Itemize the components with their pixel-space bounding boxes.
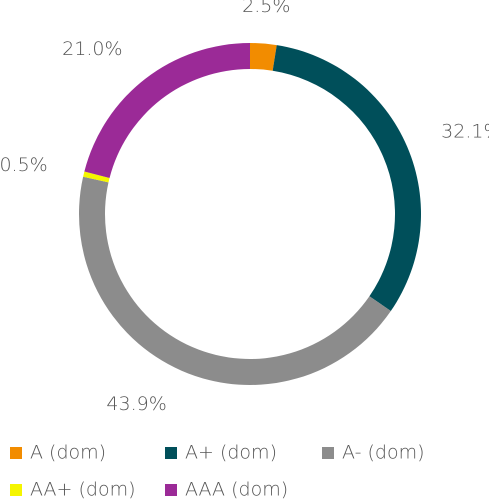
legend-label: A (dom) (30, 442, 106, 464)
legend-swatch (165, 484, 177, 496)
legend-label: AAA (dom) (185, 479, 288, 501)
legend-label: AA+ (dom) (30, 479, 136, 501)
data-label: 32.1% (441, 120, 489, 142)
legend-label: A+ (dom) (185, 442, 277, 464)
donut-segment (83, 171, 110, 183)
donut-segment (79, 176, 391, 385)
donut-segment (250, 43, 277, 71)
donut-segment (272, 45, 421, 312)
donut-segment (84, 43, 250, 178)
data-label: 21.0% (62, 38, 122, 60)
legend-swatch (10, 484, 22, 496)
legend-swatch (322, 447, 334, 459)
legend-label: A- (dom) (342, 442, 425, 464)
data-label: 0.5% (0, 154, 48, 176)
legend-swatch (10, 447, 22, 459)
data-label: 2.5% (242, 0, 290, 17)
data-label: 43.9% (106, 393, 166, 415)
legend-swatch (165, 447, 177, 459)
